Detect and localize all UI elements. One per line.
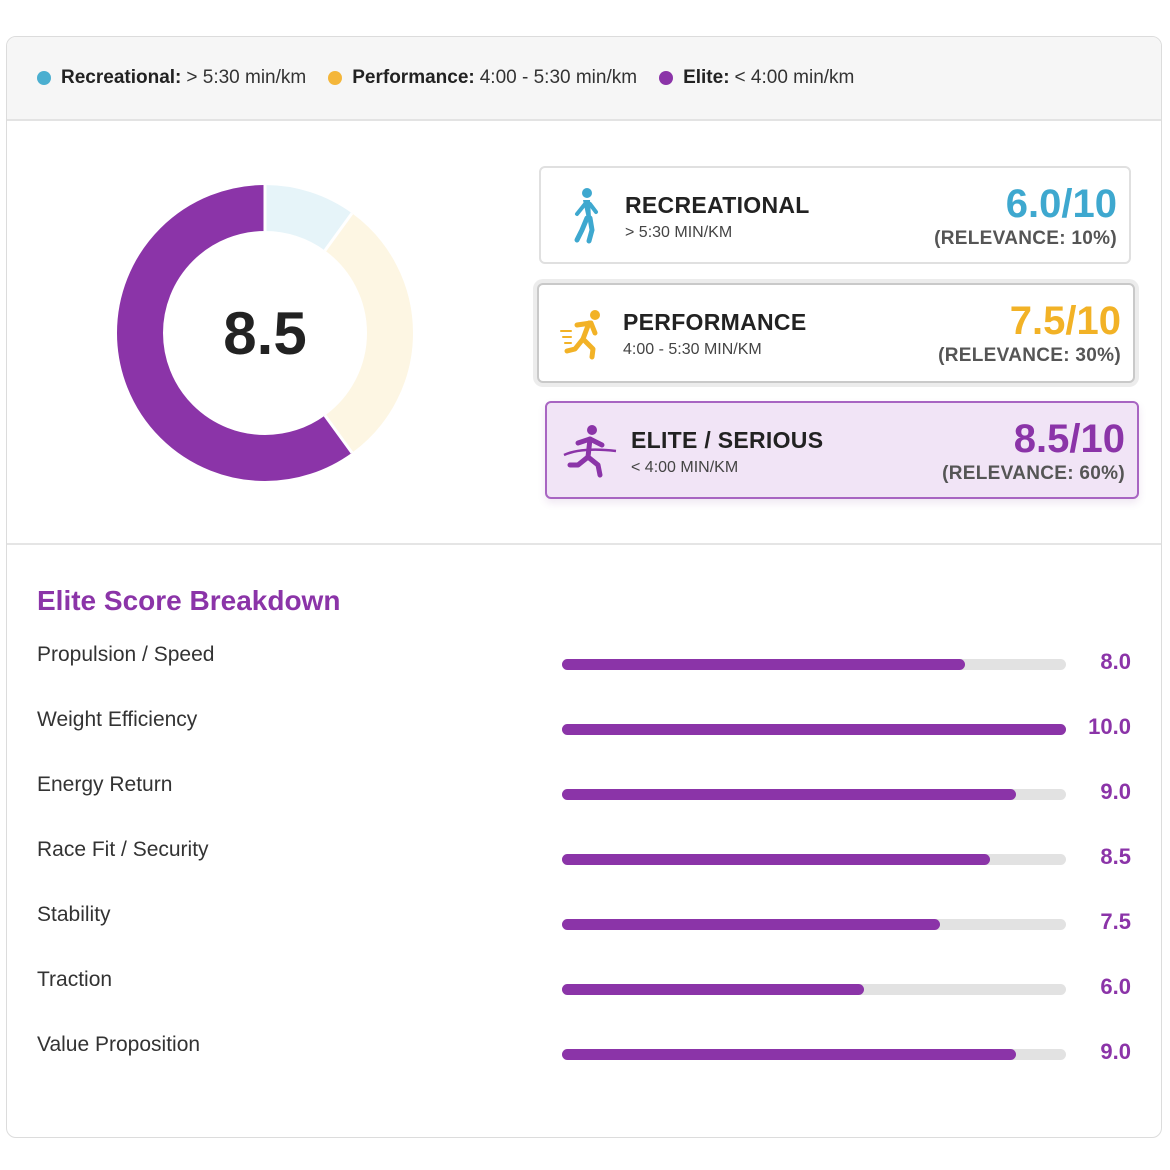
breakdown-row-propulsion: Propulsion / Speed 8.0 bbox=[7, 635, 1161, 675]
breakdown-bar-fill bbox=[562, 1049, 1016, 1060]
legend-label: Elite: bbox=[683, 67, 730, 88]
breakdown-value: 10.0 bbox=[1088, 714, 1131, 739]
legend-dot-recreational bbox=[37, 71, 51, 85]
legend-dot-elite bbox=[659, 71, 674, 85]
breakdown-row-energy-return: Energy Return 9.0 bbox=[7, 765, 1161, 805]
score-overview: 8.5 RECREATIONAL > 5:30 MIN/KM 6.0/10 (R… bbox=[7, 121, 1161, 545]
donut-separator bbox=[323, 414, 354, 454]
segment-relevance: (RELEVANCE: 10%) bbox=[934, 228, 1117, 249]
legend-item-recreational: Recreational: > 5:30 min/km bbox=[37, 67, 306, 89]
segment-pace: > 5:30 MIN/KM bbox=[625, 224, 733, 241]
breakdown-title: Elite Score Breakdown bbox=[37, 585, 341, 616]
donut-segment-performance bbox=[117, 185, 413, 481]
segment-title: PERFORMANCE bbox=[623, 309, 807, 335]
segment-title: ELITE / SERIOUS bbox=[631, 427, 824, 453]
legend-bar: Recreational: > 5:30 min/km Performance:… bbox=[7, 37, 1161, 121]
breakdown-bar-track bbox=[562, 659, 1066, 670]
score-donut: 8.5 bbox=[115, 183, 415, 483]
donut-chart bbox=[117, 185, 413, 481]
breakdown-row-traction: Traction 6.0 bbox=[7, 960, 1161, 1000]
breakdown-bar-track bbox=[562, 854, 1066, 865]
breakdown-value: 8.5 bbox=[1100, 844, 1131, 869]
breakdown-label: Energy Return bbox=[37, 773, 173, 796]
breakdown-bar-track bbox=[562, 919, 1066, 930]
breakdown-label: Race Fit / Security bbox=[37, 838, 209, 861]
breakdown-bar-fill bbox=[562, 984, 865, 995]
walking-person-icon bbox=[574, 188, 598, 244]
breakdown-bar-fill bbox=[562, 789, 1016, 800]
segment-score: 6.0/10 bbox=[1005, 182, 1117, 226]
legend-label: Performance: bbox=[352, 67, 475, 88]
breakdown-bar-fill bbox=[562, 724, 1066, 735]
donut-center-score: 8.5 bbox=[223, 299, 307, 367]
legend-label: Recreational: bbox=[61, 67, 182, 88]
legend-range: 4:00 - 5:30 min/km bbox=[479, 67, 638, 88]
breakdown-value: 6.0 bbox=[1100, 974, 1131, 999]
legend-item-elite: Elite: < 4:00 min/km bbox=[659, 67, 854, 89]
legend-dot-performance bbox=[328, 71, 343, 85]
breakdown-row-stability: Stability 7.5 bbox=[7, 895, 1161, 935]
segment-title: RECREATIONAL bbox=[625, 192, 810, 218]
breakdown-label: Value Proposition bbox=[37, 1033, 201, 1056]
segment-relevance: (RELEVANCE: 60%) bbox=[942, 463, 1125, 484]
breakdown-bar-track bbox=[562, 724, 1066, 735]
segment-card-elite[interactable]: ELITE / SERIOUS < 4:00 MIN/KM 8.5/10 (RE… bbox=[545, 401, 1139, 499]
legend-range: < 4:00 min/km bbox=[734, 67, 855, 88]
segment-card-performance[interactable]: PERFORMANCE 4:00 - 5:30 MIN/KM 7.5/10 (R… bbox=[537, 283, 1135, 383]
legend-range: > 5:30 min/km bbox=[186, 67, 307, 88]
segment-card-recreational[interactable]: RECREATIONAL > 5:30 MIN/KM 6.0/10 (RELEV… bbox=[539, 166, 1131, 264]
finish-line-runner-icon bbox=[563, 425, 617, 478]
segment-relevance: (RELEVANCE: 30%) bbox=[938, 345, 1121, 366]
segment-score: 8.5/10 bbox=[1013, 417, 1125, 461]
breakdown-label: Stability bbox=[37, 903, 111, 926]
breakdown-bar-track bbox=[562, 789, 1066, 800]
breakdown-row-race-fit: Race Fit / Security 8.5 bbox=[7, 830, 1161, 870]
breakdown-bar-fill bbox=[562, 919, 940, 930]
breakdown-bar-track bbox=[562, 984, 1066, 995]
breakdown-row-value-proposition: Value Proposition 9.0 bbox=[7, 1025, 1161, 1065]
breakdown-value: 9.0 bbox=[1100, 1039, 1131, 1064]
breakdown-row-weight-efficiency: Weight Efficiency 10.0 bbox=[7, 700, 1161, 740]
breakdown-value: 8.0 bbox=[1100, 649, 1131, 674]
breakdown-bar-fill bbox=[562, 854, 991, 865]
segment-pace: < 4:00 MIN/KM bbox=[631, 459, 739, 476]
breakdown-value: 7.5 bbox=[1100, 909, 1131, 934]
legend-item-performance: Performance: 4:00 - 5:30 min/km bbox=[328, 67, 637, 89]
donut-separator bbox=[323, 212, 354, 252]
breakdown-bar-track bbox=[562, 1049, 1066, 1060]
segment-score: 7.5/10 bbox=[1009, 299, 1121, 343]
running-person-icon bbox=[560, 310, 600, 360]
breakdown-label: Traction bbox=[37, 968, 113, 991]
score-card: Recreational: > 5:30 min/km Performance:… bbox=[6, 36, 1162, 1138]
breakdown-value: 9.0 bbox=[1100, 779, 1131, 804]
breakdown-bar-fill bbox=[562, 659, 966, 670]
breakdown-label: Weight Efficiency bbox=[37, 708, 198, 731]
segment-pace: 4:00 - 5:30 MIN/KM bbox=[623, 341, 762, 358]
breakdown-label: Propulsion / Speed bbox=[37, 643, 215, 666]
